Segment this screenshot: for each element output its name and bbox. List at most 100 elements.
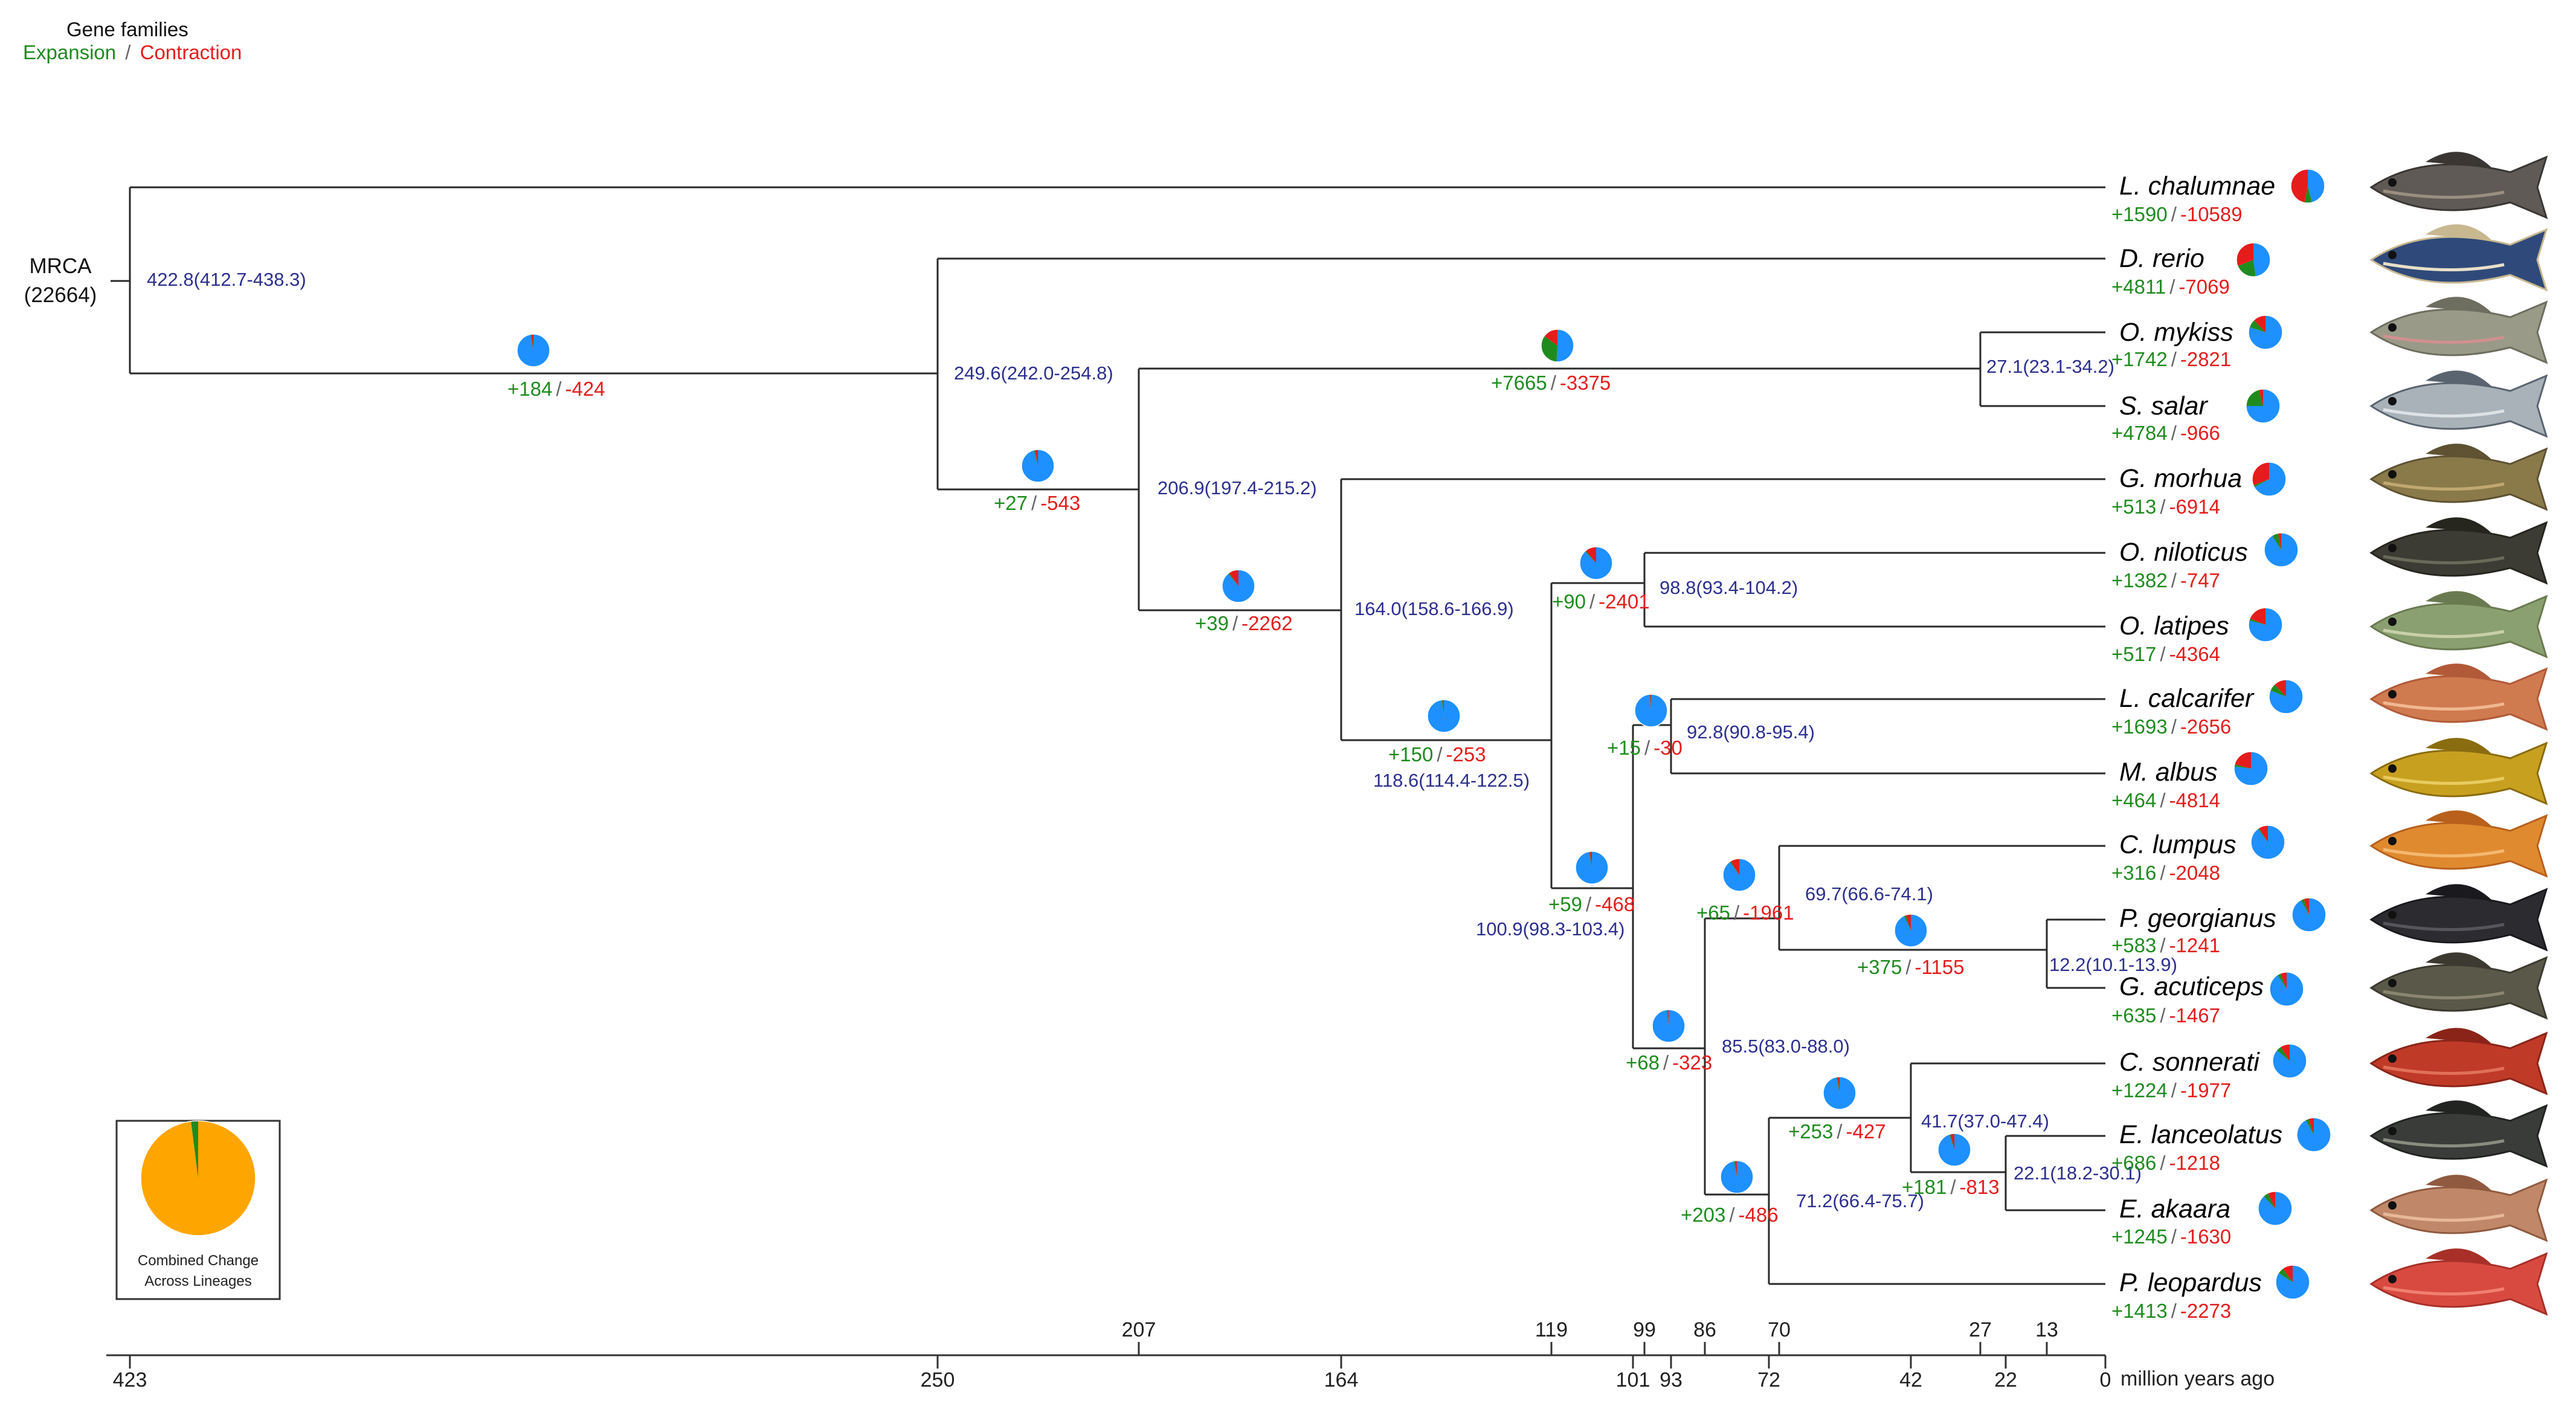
species-images (2369, 152, 2548, 1316)
pie-outline (517, 334, 550, 367)
species-name: O. niloticus (2119, 538, 2248, 567)
pie-slice-contraction (2249, 608, 2265, 625)
axis-tick-label: 101 (1616, 1369, 1650, 1391)
fish-body (2369, 956, 2548, 1020)
axis-tick-label: 13 (2035, 1318, 2058, 1341)
species-name: E. lanceolatus (2119, 1120, 2282, 1149)
node-age: 98.8(93.4-104.2) (1660, 577, 1798, 598)
branch-change: +253/-427 (1788, 1120, 1886, 1143)
pie-outline (1720, 1160, 1754, 1194)
pie-outline (2252, 462, 2287, 497)
axis-tick-label: 423 (113, 1369, 147, 1391)
node-age-labels: 422.8(412.7-438.3) 249.6(242.0-254.8) 20… (147, 269, 2177, 1211)
species-name: D. rerio (2119, 244, 2204, 273)
branch-change: +7665/-3375 (1491, 372, 1611, 394)
species-change: +1413/-2273 (2111, 1300, 2231, 1322)
node-age: 27.1(23.1-34.2) (1986, 356, 2114, 377)
pie-outline (2248, 607, 2283, 642)
node-age: 22.1(18.2-30.1) (2014, 1163, 2142, 1184)
pie-slice-expansion (2246, 389, 2263, 406)
legend-separator: / (125, 41, 131, 63)
node-age: 249.6(242.0-254.8) (954, 363, 1113, 384)
pie-slice-unchanged (2251, 825, 2285, 860)
branch-change: +375/-1155 (1857, 956, 1964, 978)
species-pie (2296, 1117, 2331, 1152)
pie-slice-contraction (2280, 1044, 2290, 1061)
pie-slice-unchanged (2253, 243, 2271, 277)
pie-slice-unchanged (2276, 1265, 2310, 1300)
fish-eye (2388, 837, 2397, 845)
fish-lateral-line (2383, 848, 2505, 858)
fish-lateral-line (2383, 628, 2505, 639)
pie-slice-expansion (1730, 861, 1739, 875)
legend-expansion: Expansion (23, 41, 116, 63)
pie-outline (2268, 679, 2304, 714)
fish-dorsal-fin (2426, 1248, 2492, 1265)
inset-caption: Combined Change (138, 1253, 259, 1269)
pie-slice-unchanged (517, 334, 550, 367)
fish-body (2369, 300, 2548, 364)
fish-dorsal-fin (2426, 591, 2492, 607)
branch-pie (1579, 546, 1613, 580)
species-name: L. calcarifer (2119, 684, 2255, 713)
branch-change: +27/-543 (994, 492, 1080, 514)
pie-slice-contraction (1585, 547, 1596, 563)
fish-image (2369, 810, 2548, 878)
fish-lateral-line (2383, 481, 2505, 491)
pie-slice-contraction (2291, 169, 2308, 203)
branch-pie (1427, 699, 1461, 733)
node-age: 164.0(158.6-166.9) (1354, 598, 1514, 619)
fish-image (2369, 952, 2548, 1020)
fish-eye (2388, 1275, 2397, 1283)
fish-dorsal-fin (2426, 663, 2492, 680)
fish-dorsal-fin (2426, 152, 2492, 168)
fish-image (2369, 1175, 2548, 1242)
species-pie (2236, 242, 2271, 277)
fish-lateral-line (2383, 262, 2505, 272)
pie-slice-contraction (1905, 914, 1911, 930)
pie-slice-expansion (2276, 1046, 2290, 1061)
fish-dorsal-fin (2426, 443, 2492, 460)
species-change: +583/-1241 (2111, 934, 2220, 956)
fish-eye (2388, 690, 2397, 698)
species-change: +316/-2048 (2111, 862, 2220, 884)
species-pie (2290, 169, 2325, 204)
species-name: C. lumpus (2119, 830, 2236, 859)
fish-body (2369, 667, 2548, 731)
branch-change-labels: +184/-424 +27/-543 +7665/-3375 +39/-2262… (507, 372, 2000, 1226)
pie-slice-expansion (2304, 186, 2312, 204)
pie-slice-contraction (1443, 700, 1444, 716)
fish-dorsal-fin (2426, 1028, 2492, 1044)
fish-image (2369, 884, 2548, 952)
branch-pie (517, 334, 550, 367)
pie-outline (2296, 1117, 2331, 1152)
pie-slice-contraction (1650, 694, 1651, 711)
pie-slice-unchanged (2264, 533, 2299, 567)
fish-eye (2388, 323, 2397, 332)
pie-slice-expansion (1649, 694, 1651, 711)
fish-body (2369, 228, 2548, 292)
species-name: G. morhua (2119, 464, 2242, 493)
pie-slice-expansion (2305, 1118, 2314, 1135)
pie-slice-contraction (1034, 450, 1038, 466)
pie-slice-expansion (191, 1121, 198, 1178)
pie-slice-unchanged (2254, 462, 2287, 496)
fish-eye (2388, 1127, 2397, 1135)
node-age: 71.2(66.4-75.7) (1796, 1190, 1924, 1211)
axis-tick-label: 99 (1633, 1318, 1656, 1341)
axis-tick-label: 70 (1768, 1318, 1791, 1341)
branch-change: +39/-2262 (1195, 612, 1293, 634)
branch-pie (1722, 858, 1756, 892)
pie-slice-contraction (531, 334, 533, 350)
pie-slice-expansion (2278, 1268, 2293, 1282)
node-age: 85.5(83.0-88.0) (1722, 1036, 1850, 1057)
branch-change: +59/-468 (1548, 893, 1635, 915)
pie-outline (2264, 532, 2299, 567)
species-pie (2233, 751, 2268, 786)
pie-slice-expansion (2258, 828, 2268, 842)
fish-body (2369, 521, 2548, 585)
pie-outline (2275, 1265, 2310, 1300)
axis-unit: million years ago (2120, 1367, 2275, 1390)
fish-body (2369, 155, 2548, 219)
fish-image (2369, 297, 2548, 364)
